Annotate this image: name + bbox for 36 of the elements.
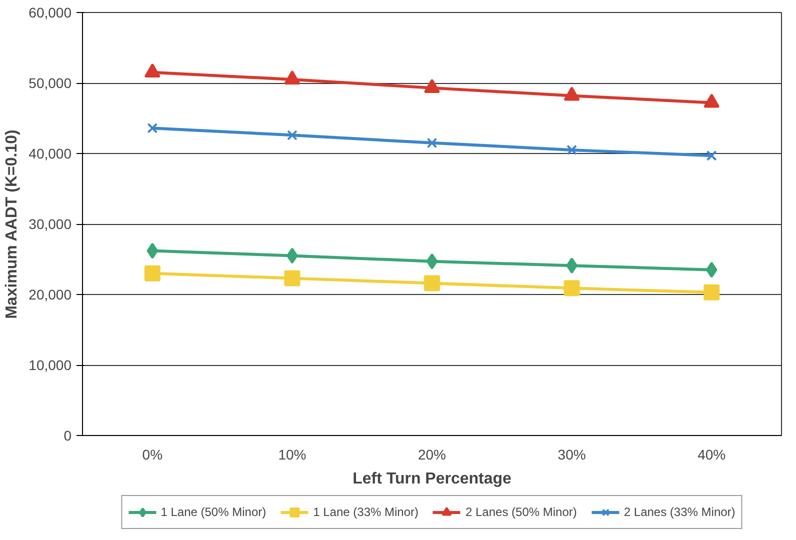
point (566, 144, 578, 156)
point (146, 242, 158, 259)
legend-label: 1 Lane (50% Minor) (160, 505, 266, 519)
point (704, 284, 720, 300)
point (284, 70, 300, 85)
y-tick-label: 50,000 (28, 75, 72, 91)
y-axis-title: Maximum AADT (K=0.10) (4, 130, 21, 319)
y-tick-label: 40,000 (28, 146, 72, 162)
y-tick-label: 0 (64, 428, 72, 444)
point (564, 280, 580, 296)
point (706, 150, 717, 161)
point (284, 270, 300, 286)
point (147, 122, 158, 134)
x-axis-title: Left Turn Percentage (352, 470, 512, 488)
point (424, 78, 440, 93)
y-tick-label: 10,000 (28, 357, 72, 373)
legend-label: 2 Lanes (33% Minor) (624, 505, 736, 519)
point (144, 63, 160, 78)
point (426, 253, 438, 270)
point (564, 86, 580, 101)
y-tick-label: 60,000 (28, 4, 72, 20)
x-tick-label: 0% (142, 446, 163, 462)
point (706, 262, 718, 278)
legend-label: 1 Lane (33% Minor) (313, 505, 418, 519)
point (424, 275, 440, 292)
y-tick-label: 30,000 (28, 216, 72, 232)
x-tick-label: 40% (698, 446, 726, 462)
x-tick-label: 20% (418, 446, 446, 462)
x-tick-label: 10% (278, 446, 306, 462)
x-tick-label: 30% (558, 446, 586, 462)
point (704, 94, 720, 108)
point (286, 130, 298, 140)
point (144, 265, 160, 282)
y-tick-label: 20,000 (28, 286, 72, 302)
legend-label: 2 Lanes (50% Minor) (466, 505, 577, 519)
point (426, 138, 438, 148)
